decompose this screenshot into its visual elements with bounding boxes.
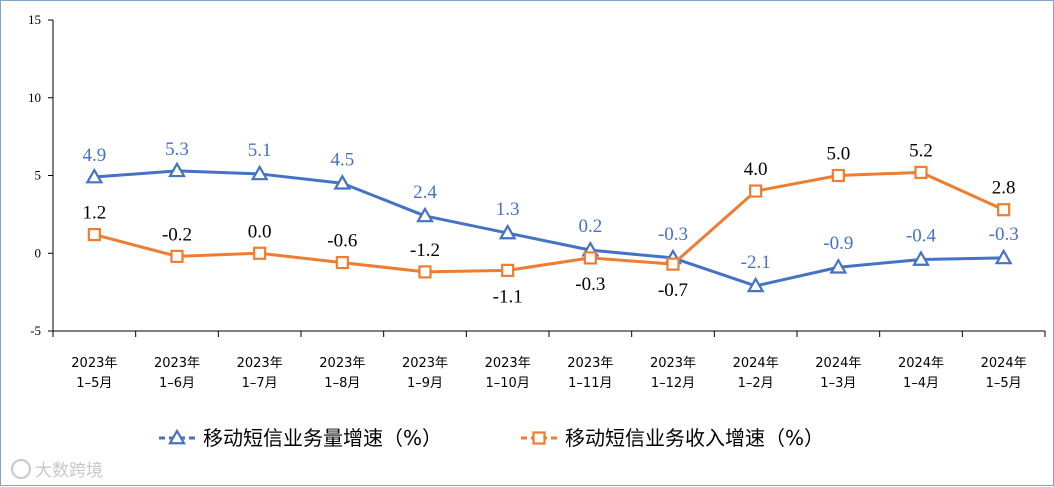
x-tick-label-period: 1–5月 — [76, 376, 112, 391]
x-tick-label-period: 1–11月 — [568, 376, 612, 391]
series-volume-point — [498, 223, 517, 240]
data-label-revenue: 5.2 — [909, 140, 933, 161]
y-tick-label: 0 — [35, 245, 42, 260]
axes — [52, 20, 1045, 332]
series-volume-point — [85, 167, 104, 184]
data-label-volume: -0.9 — [823, 233, 853, 254]
data-label-revenue: -0.7 — [658, 280, 688, 301]
x-tick-label-year: 2024年 — [815, 356, 861, 371]
y-tick-label: 5 — [35, 168, 42, 183]
y-tick-label: 10 — [28, 90, 41, 105]
data-label-revenue: -0.3 — [575, 274, 605, 295]
series-revenue-point — [997, 203, 1011, 217]
series-revenue-point — [831, 168, 845, 183]
series-revenue-point — [253, 246, 267, 260]
data-label-revenue: 4.0 — [744, 159, 768, 180]
x-tick-label-period: 1–3月 — [820, 376, 856, 391]
series-revenue-point — [914, 165, 928, 179]
x-tick-label-period: 1–5月 — [986, 376, 1022, 391]
x-tick-label-period: 1–2月 — [738, 376, 774, 391]
y-tick-label: 15 — [28, 12, 41, 27]
data-label-volume: 5.1 — [248, 140, 272, 161]
series-revenue-point — [501, 263, 515, 277]
x-tick-label-period: 1–9月 — [407, 376, 443, 391]
series-revenue-point — [418, 265, 432, 279]
series-volume-line — [94, 169, 1004, 288]
data-label-volume: -0.3 — [658, 224, 688, 245]
series-revenue-line — [93, 170, 1005, 274]
y-tick-label: -5 — [30, 323, 41, 338]
legend-label: 移动短信业务量增速（%） — [203, 426, 442, 450]
data-label-volume: 0.2 — [578, 216, 602, 237]
series-revenue-point — [583, 251, 597, 265]
series-volume-point — [746, 276, 765, 293]
x-tick-label-year: 2023年 — [154, 356, 200, 371]
series-volume-point — [829, 258, 848, 274]
data-label-revenue: -0.6 — [327, 231, 357, 252]
x-tick-label-year: 2023年 — [71, 356, 117, 371]
series-volume-point — [994, 248, 1013, 265]
data-label-revenue: -0.2 — [162, 224, 192, 245]
series-layer — [85, 161, 1013, 293]
series-revenue-point — [87, 227, 101, 242]
x-tick-label-year: 2023年 — [402, 356, 448, 371]
x-tick-label-period: 1–10月 — [486, 376, 530, 391]
series-revenue-point — [170, 249, 184, 263]
x-tick-label-period: 1–6月 — [159, 376, 195, 391]
y-axis-ticks: 15 10 5 0 -5 — [28, 12, 53, 338]
watermark-text: 大数跨境 — [35, 461, 103, 481]
data-label-volume: 4.5 — [330, 149, 354, 170]
series-revenue-point — [749, 184, 763, 198]
legend-marker-square — [532, 431, 546, 445]
legend: 移动短信业务量增速（%） 移动短信业务收入增速（%） — [159, 426, 824, 450]
x-tick-label-period: 1–4月 — [903, 376, 939, 391]
series-revenue-point — [335, 255, 349, 270]
data-label-volume: -0.4 — [906, 225, 937, 246]
series-volume-point — [912, 250, 930, 266]
legend-item-revenue: 移动短信业务收入增速（%） — [521, 426, 824, 450]
x-tick-label-period: 1–8月 — [324, 376, 360, 391]
x-axis-ticks: 2023年 1–5月 2023年 1–6月 2023年 1–7月 2023年 1–8月 2023… — [52, 331, 1046, 391]
data-label-volume: 5.3 — [165, 139, 189, 160]
legend-label: 移动短信业务收入增速（%） — [565, 426, 824, 450]
series-revenue-point — [666, 257, 680, 271]
series-volume-point — [250, 164, 269, 181]
legend-marker-triangle — [168, 428, 186, 445]
series-volume-point — [168, 161, 186, 178]
data-label-volume: 1.3 — [496, 199, 520, 220]
data-label-volume: -0.3 — [989, 224, 1019, 245]
x-tick-label-year: 2023年 — [237, 356, 283, 371]
data-label-revenue: 5.0 — [826, 144, 850, 165]
x-tick-label-year: 2023年 — [650, 356, 696, 371]
data-label-volume: -2.1 — [741, 252, 771, 273]
x-tick-label-year: 2024年 — [981, 356, 1027, 371]
x-tick-label-year: 2023年 — [567, 356, 613, 371]
data-label-revenue: -1.1 — [493, 286, 523, 307]
x-tick-label-year: 2023年 — [319, 356, 365, 371]
x-tick-label-year: 2023年 — [485, 356, 531, 371]
x-tick-label-period: 1–7月 — [242, 376, 278, 391]
watermark: 大数跨境 — [11, 456, 103, 481]
x-tick-label-year: 2024年 — [733, 356, 779, 371]
x-tick-label-year: 2024年 — [898, 356, 944, 371]
data-label-revenue: 1.2 — [82, 203, 106, 224]
data-label-revenue: 0.0 — [248, 221, 272, 242]
data-label-revenue: 2.8 — [992, 178, 1016, 199]
data-labels: 4.9 5.3 5.1 4.5 2.4 1.3 0.2 -0.3 -2.1 -0.9 -0.4 -0.… — [82, 139, 1018, 308]
series-volume-point — [333, 174, 352, 190]
data-label-revenue: -1.2 — [410, 240, 440, 261]
legend-item-volume: 移动短信业务量增速（%） — [159, 426, 442, 450]
data-label-volume: 2.4 — [413, 182, 437, 203]
x-tick-label-period: 1–12月 — [651, 376, 695, 391]
watermark-logo-icon — [11, 459, 31, 479]
data-label-volume: 4.9 — [82, 145, 106, 166]
series-volume-point — [416, 206, 434, 223]
